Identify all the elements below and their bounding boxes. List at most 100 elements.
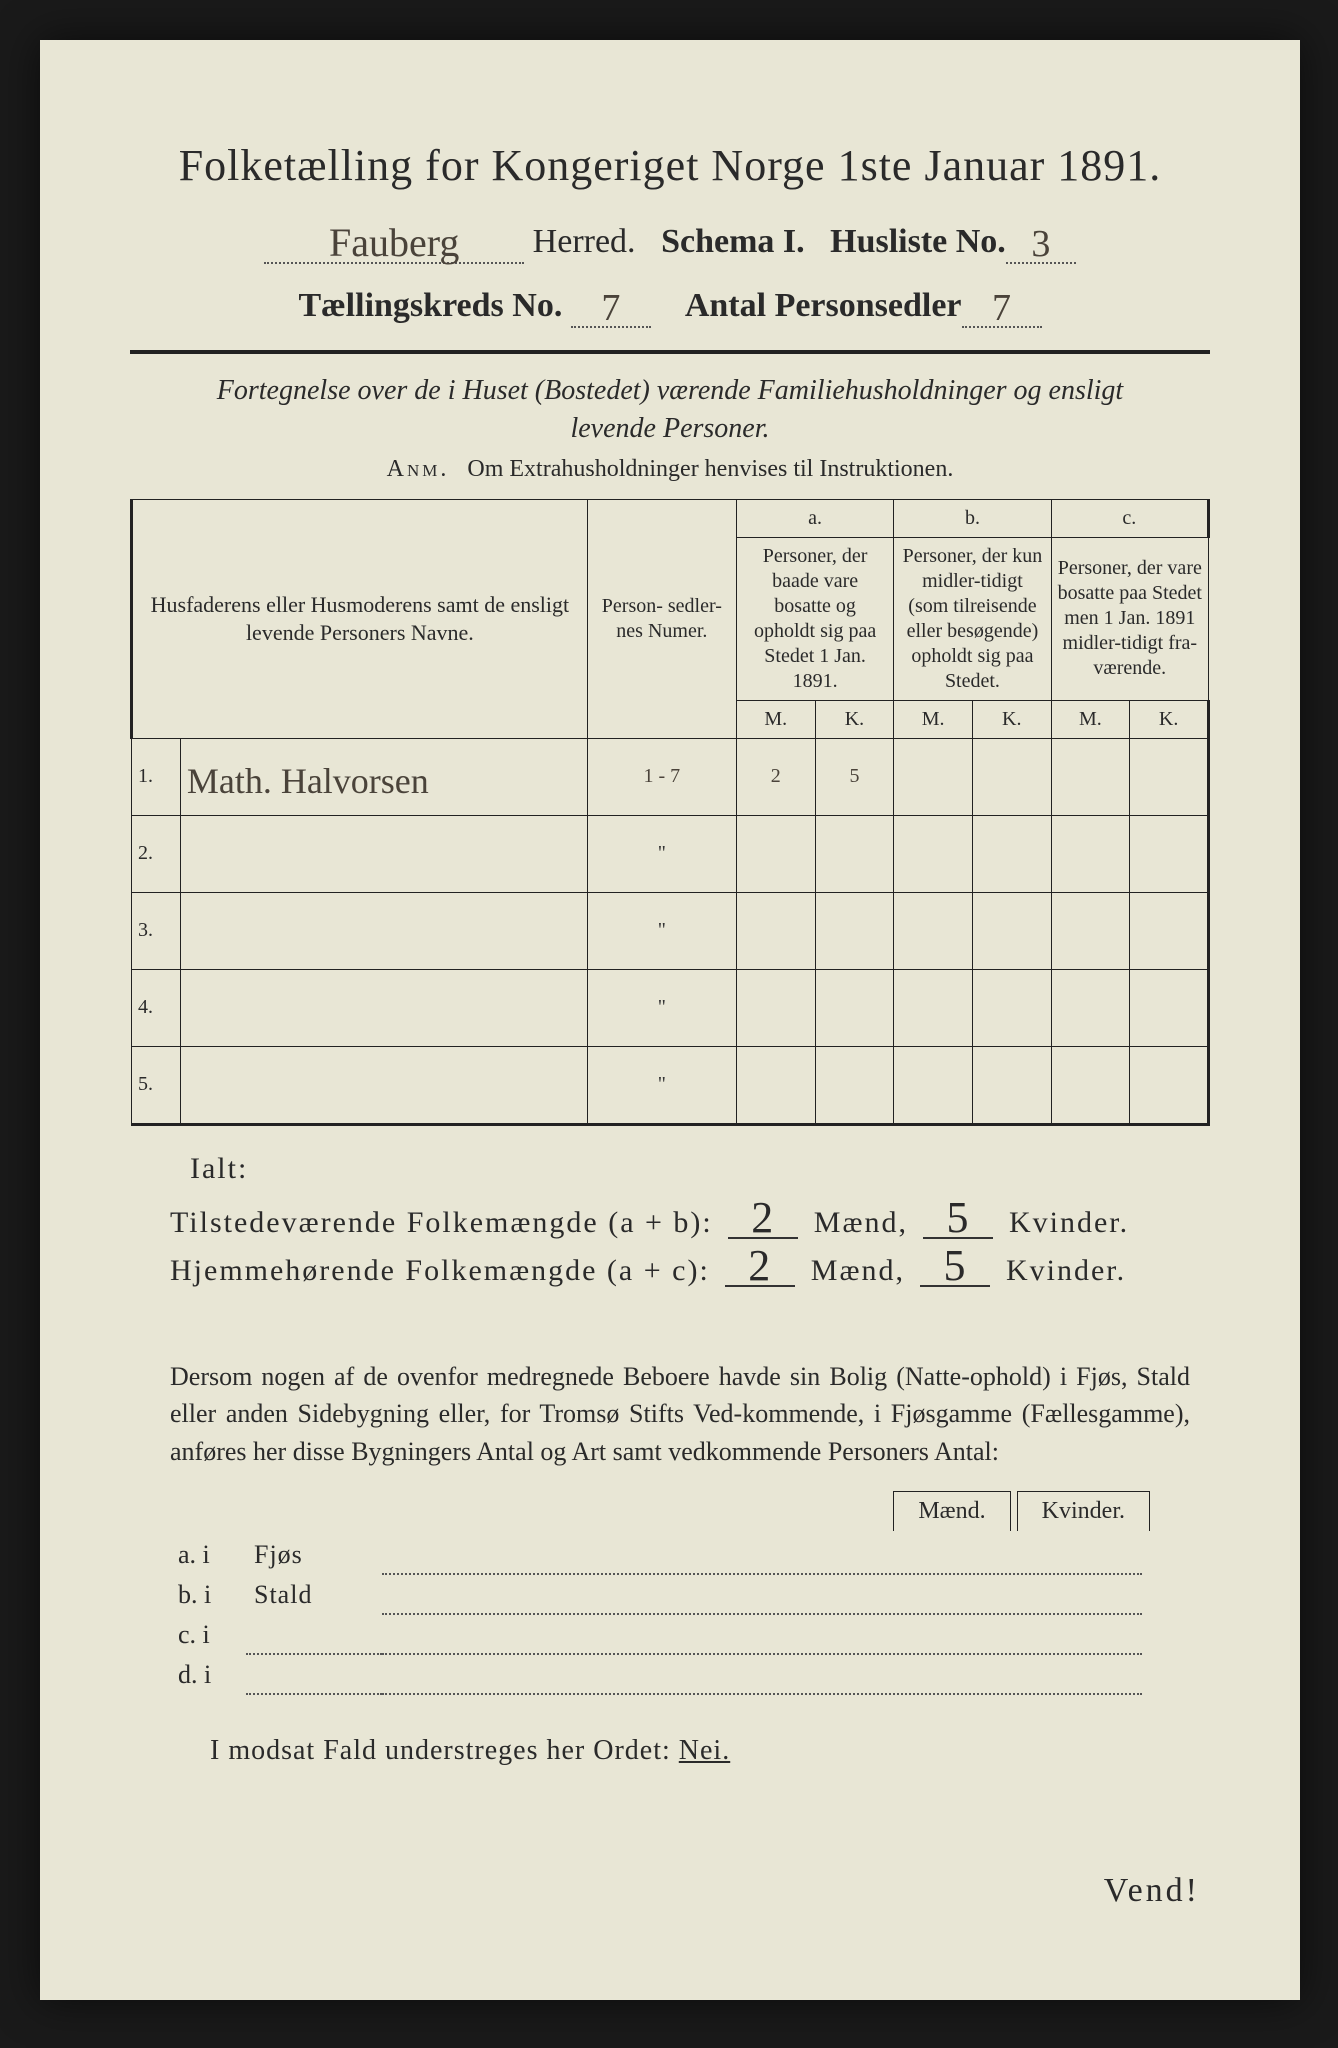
row-bM xyxy=(894,738,973,815)
row-cK xyxy=(1130,738,1209,815)
row-aK xyxy=(815,1046,894,1124)
maend-label: Mænd, xyxy=(814,1206,908,1239)
row-bK xyxy=(972,738,1051,815)
row-cK xyxy=(1130,969,1209,1046)
sum1-label: Tilstedeværende Folkemængde (a + b): xyxy=(170,1206,713,1239)
header-line-2: Tællingskreds No. 7 Antal Personsedler7 xyxy=(130,282,1210,328)
bld-row-c: c. i xyxy=(170,1614,1142,1654)
row-num: 4. xyxy=(132,969,181,1046)
kvinder-label-2: Kvinder. xyxy=(1006,1254,1126,1287)
nei-line: I modsat Fald understreges her Ordet: Ne… xyxy=(210,1735,1210,1767)
row-aM xyxy=(736,1046,815,1124)
bld-row-b: b. i Stald xyxy=(170,1574,1142,1614)
row-bK xyxy=(972,1046,1051,1124)
ialt-label: Ialt: xyxy=(190,1152,1210,1186)
kvinder-col-header: Kvinder. xyxy=(1017,1491,1150,1531)
table-row: 4. " xyxy=(132,969,1209,1046)
row-cK xyxy=(1130,892,1209,969)
mk-headers: Mænd. Kvinder. xyxy=(130,1491,1150,1531)
row-num: 3. xyxy=(132,892,181,969)
bld-row-a: a. i Fjøs xyxy=(170,1535,1142,1574)
anm-lead: Anm. xyxy=(387,456,450,482)
col-a-label: a. xyxy=(736,499,893,537)
buildings-table: a. i Fjøs b. i Stald c. i d. i xyxy=(170,1535,1142,1695)
maend-label-2: Mænd, xyxy=(811,1254,905,1287)
divider xyxy=(130,350,1210,354)
sum2-M: 2 xyxy=(725,1246,795,1288)
row-ps: " xyxy=(587,969,736,1046)
herred-value: Fauberg xyxy=(264,215,524,264)
buildings-paragraph: Dersom nogen af de ovenfor medregnede Be… xyxy=(170,1358,1190,1471)
table-row: 5. " xyxy=(132,1046,1209,1124)
kvinder-label: Kvinder. xyxy=(1009,1206,1129,1239)
row-aK xyxy=(815,892,894,969)
col-a-K: K. xyxy=(815,700,894,738)
vend-label: Vend! xyxy=(1104,1872,1200,1910)
row-cM xyxy=(1051,738,1130,815)
schema-label: Schema I. xyxy=(661,223,805,260)
row-ps: 1 - 7 xyxy=(587,738,736,815)
row-cM xyxy=(1051,815,1130,892)
row-bK xyxy=(972,969,1051,1046)
antal-value: 7 xyxy=(962,282,1042,328)
sum2-label: Hjemmehørende Folkemængde (a + c): xyxy=(170,1254,710,1287)
row-ps: " xyxy=(587,892,736,969)
table-row: 3. " xyxy=(132,892,1209,969)
kreds-label: Tællingskreds No. xyxy=(298,287,562,324)
col-b-label: b. xyxy=(894,499,1051,537)
row-aM: 2 xyxy=(736,738,815,815)
col-c-label: c. xyxy=(1051,499,1208,537)
row-name xyxy=(180,815,587,892)
row-aK xyxy=(815,969,894,1046)
row-cM xyxy=(1051,892,1130,969)
row-aM xyxy=(736,892,815,969)
herred-label: Herred. xyxy=(533,223,636,260)
row-cM xyxy=(1051,1046,1130,1124)
row-cM xyxy=(1051,969,1130,1046)
col-a-header: Personer, der baade vare bosatte og opho… xyxy=(736,537,893,700)
bld-row-d: d. i xyxy=(170,1654,1142,1694)
row-bK xyxy=(972,892,1051,969)
households-table: Husfaderens eller Husmoderens samt de en… xyxy=(130,499,1210,1126)
table-body: 1.Math. Halvorsen1 - 7252."3."4."5." xyxy=(132,738,1209,1124)
row-bK xyxy=(972,815,1051,892)
table-row: 2. " xyxy=(132,815,1209,892)
row-num: 5. xyxy=(132,1046,181,1124)
nei-word: Nei. xyxy=(679,1735,730,1766)
row-name xyxy=(180,1046,587,1124)
page-title: Folketælling for Kongeriget Norge 1ste J… xyxy=(130,140,1210,191)
table-row: 1.Math. Halvorsen1 - 725 xyxy=(132,738,1209,815)
row-aK: 5 xyxy=(815,738,894,815)
row-bM xyxy=(894,815,973,892)
col-c-M: M. xyxy=(1051,700,1130,738)
row-aK xyxy=(815,815,894,892)
row-ps: " xyxy=(587,815,736,892)
row-bM xyxy=(894,892,973,969)
anm-line: Anm. Om Extrahusholdninger henvises til … xyxy=(130,456,1210,483)
row-name: Math. Halvorsen xyxy=(180,738,587,815)
row-aM xyxy=(736,969,815,1046)
sum1-M: 2 xyxy=(728,1198,798,1240)
sum-line-1: Tilstedeværende Folkemængde (a + b): 2 M… xyxy=(170,1198,1210,1240)
kreds-value: 7 xyxy=(571,282,651,328)
maend-col-header: Mænd. xyxy=(893,1491,1010,1531)
col-b-header: Personer, der kun midler-tidigt (som til… xyxy=(894,537,1051,700)
row-ps: " xyxy=(587,1046,736,1124)
sum-line-2: Hjemmehørende Folkemængde (a + c): 2 Mæn… xyxy=(170,1246,1210,1288)
row-name xyxy=(180,892,587,969)
row-cK xyxy=(1130,815,1209,892)
row-name xyxy=(180,969,587,1046)
husliste-label: Husliste No. xyxy=(830,223,1006,260)
row-aM xyxy=(736,815,815,892)
col-b-M: M. xyxy=(894,700,973,738)
row-num: 2. xyxy=(132,815,181,892)
col-c-header: Personer, der vare bosatte paa Stedet me… xyxy=(1051,537,1208,700)
sum2-K: 5 xyxy=(920,1246,990,1288)
col-name-header: Husfaderens eller Husmoderens samt de en… xyxy=(132,499,588,738)
header-line-1: Fauberg Herred. Schema I. Husliste No.3 xyxy=(130,215,1210,264)
census-form-page: Folketælling for Kongeriget Norge 1ste J… xyxy=(40,40,1300,2000)
row-bM xyxy=(894,969,973,1046)
row-bM xyxy=(894,1046,973,1124)
row-num: 1. xyxy=(132,738,181,815)
col-c-K: K. xyxy=(1130,700,1209,738)
